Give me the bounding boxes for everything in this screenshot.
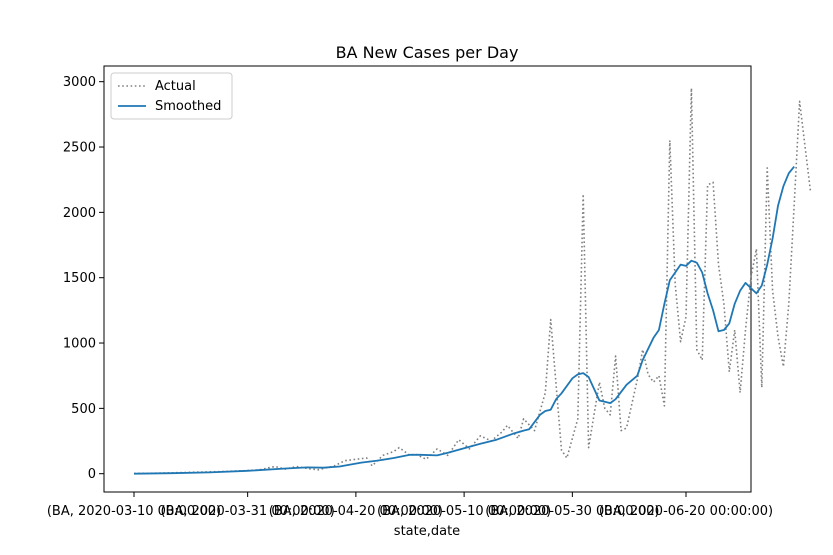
y-tick-label: 3000 bbox=[63, 75, 96, 90]
plot-area bbox=[103, 65, 752, 493]
y-tick-label: 2500 bbox=[63, 141, 96, 156]
y-tick-label: 500 bbox=[71, 402, 96, 417]
x-tick-label: (BA, 2020-05-30 00:00:00) bbox=[485, 504, 659, 519]
x-tick-label: (BA, 2020-03-31 00:00:00) bbox=[160, 504, 334, 519]
series-line-smoothed bbox=[133, 166, 795, 475]
plot-frame bbox=[103, 65, 752, 493]
legend-box bbox=[110, 72, 233, 120]
legend-label-smoothed: Smoothed bbox=[155, 99, 221, 114]
x-tick-label: (BA, 2020-03-10 00:00:00) bbox=[47, 504, 221, 519]
y-tick-label: 0 bbox=[88, 467, 96, 482]
x-tick-label: (BA, 2020-05-10 00:00:00) bbox=[377, 504, 551, 519]
y-tick-label: 2000 bbox=[63, 206, 96, 221]
chart-title: BA New Cases per Day bbox=[336, 43, 519, 62]
legend: Actual Smoothed bbox=[110, 72, 233, 120]
y-axis: 0 500 1000 1500 2000 2500 3000 bbox=[63, 75, 104, 482]
y-tick-label: 1500 bbox=[63, 271, 96, 286]
x-axis-label: state,date bbox=[394, 524, 460, 539]
legend-label-actual: Actual bbox=[155, 79, 196, 94]
x-tick-label: (BA, 2020-04-20 00:00:00) bbox=[269, 504, 443, 519]
x-axis: (BA, 2020-03-10 00:00:00)(BA, 2020-03-31… bbox=[47, 492, 773, 519]
series-layer bbox=[133, 87, 812, 475]
x-tick-label: (BA, 2020-06-20 00:00:00) bbox=[599, 504, 773, 519]
y-tick-label: 1000 bbox=[63, 337, 96, 352]
